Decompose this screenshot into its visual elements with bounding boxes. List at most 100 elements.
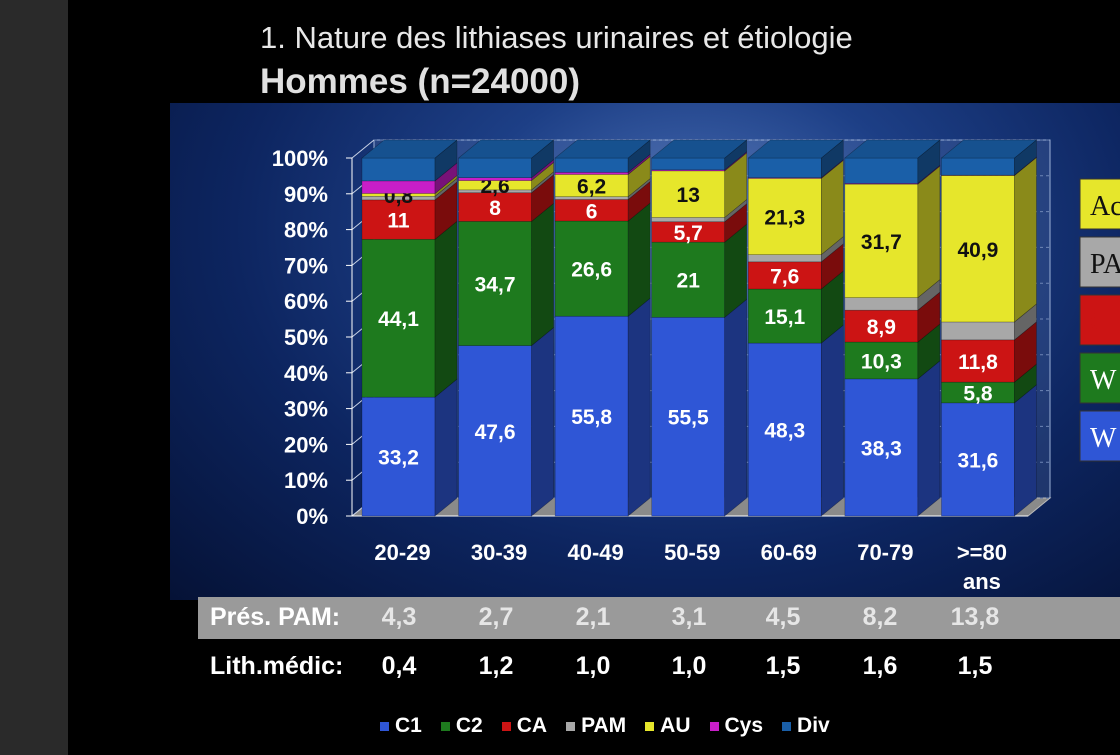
bar-side-au [724,152,748,219]
y-tick-label: 60% [284,289,328,314]
bar-segment-div [844,157,919,184]
data-label: 44,1 [378,308,419,331]
bar-side-au [627,155,651,198]
bar-segment-div [651,157,726,171]
bar-segment-c1 [844,378,919,517]
right-legend-box [1079,410,1120,462]
legend-item: Div [782,714,830,738]
y-tick-label: 0% [296,504,328,529]
bar-stack: 48,3 15,1 7,6 21,3 [747,139,845,517]
legend-swatch [501,721,511,731]
x-category-label: 50-59 [664,540,720,565]
x-category-label: 40-49 [568,540,624,565]
legend-item: CA [501,714,548,738]
legend-item: C2 [440,714,483,738]
x-category-label: 30-39 [471,540,527,565]
bar-side-c1 [724,298,748,517]
bar-segment-cys [554,172,629,175]
data-label: 31,6 [957,449,998,472]
lith-medic-row-value: 1,0 [575,652,611,680]
bar-top [650,139,748,159]
legend-item: PAM [566,714,626,738]
right-legend-box [1079,294,1120,346]
data-label: 6,2 [577,176,606,199]
legend-label: PAM [581,714,627,737]
data-label: 21 [677,270,701,293]
bar-top [361,139,458,159]
y-tick-label: 50% [284,325,328,350]
bar-segment-c2 [361,238,436,398]
data-label: 11,8 [958,351,998,374]
left-border [0,0,68,755]
bar-segment-c2 [844,341,919,380]
bar-side-div [627,139,651,173]
bar-stack: 55,8 26,6 66,2 [554,139,651,517]
bar-segment-ca [844,309,919,343]
bar-stack: 55,5 21 5,7 13 [650,139,748,517]
y-tick-label: 10% [284,468,328,493]
bar-side-pam [724,198,748,223]
bar-segment-au [651,170,726,218]
bar-stack: 31,6 5,8 11,8 40,9 [940,139,1038,517]
bar-side-c2 [724,223,748,318]
data-label: 15,1 [764,306,805,329]
legend-label: CA [516,714,548,737]
data-label: 47,6 [475,421,516,444]
gridline-side [351,139,375,159]
bar-top [554,139,651,159]
legend-label: C1 [395,714,422,737]
bar-top [844,139,941,159]
bar-side-c2 [627,202,651,317]
right-legend-text: PA [1090,249,1120,280]
bar-segment-au [844,183,919,298]
data-label: 6 [586,200,598,223]
lith-medic-row-value: 1,6 [862,652,898,680]
bar-side-pam [917,278,941,311]
data-label: 33,2 [378,447,419,470]
right-legend-box [1079,352,1120,404]
bar-segment-ca [941,339,1015,383]
bar-side-c1 [917,360,941,517]
y-tick-label: 70% [284,253,328,278]
pam-row-value: 13,8 [950,603,1000,631]
data-label: 40,9 [957,239,998,262]
bar-side-div [724,139,748,171]
legend-swatch [380,721,389,731]
bar-top [940,139,1038,159]
bar-side-ca [820,243,844,290]
legend-label: Cys [724,714,764,737]
pam-row-value: 2,1 [575,603,611,631]
lith-medic-row-value: 0,4 [381,652,417,680]
legend-item: C1 [380,714,422,738]
bar-side-cys [917,164,941,185]
bar-side-c2 [820,270,844,344]
data-label: 21,3 [764,207,805,230]
bar-segment-au [941,175,1015,323]
legend-label: AU [660,714,691,737]
legend-swatch [645,721,655,731]
bar-side-au [531,161,554,191]
bar-stack: 47,6 34,7 82,6 [457,139,555,517]
bar-side-c2 [434,220,458,398]
data-label: 10,3 [861,350,902,373]
legend-label: C2 [455,714,483,737]
lith-medic-row-value: 1,2 [478,652,514,680]
bar-side-au [917,165,941,299]
bar-segment-c2 [458,221,532,346]
right-legend-text: W [1090,423,1117,454]
bar-side-c1 [820,324,844,517]
data-label: 2,6 [480,175,509,198]
pam-row-value: 4,5 [765,603,801,631]
bar-segment-div [458,157,532,178]
bar-segment-cys [361,180,436,194]
bar-side-pam [627,178,651,201]
bar-segment-pam [941,321,1015,341]
bar-segment-c1 [361,396,436,517]
bar-segment-div [747,157,822,178]
slide-title: 1. Nature des lithiases urinaires et éti… [260,20,853,55]
bottom-legend: C1 C2 CA PAM AU Cys Div [380,714,830,738]
y-tick-label: 40% [284,361,328,386]
y-tick-label: 80% [284,218,328,243]
pam-row-value: 4,3 [381,603,417,631]
x-category-label: 20-29 [374,540,430,565]
